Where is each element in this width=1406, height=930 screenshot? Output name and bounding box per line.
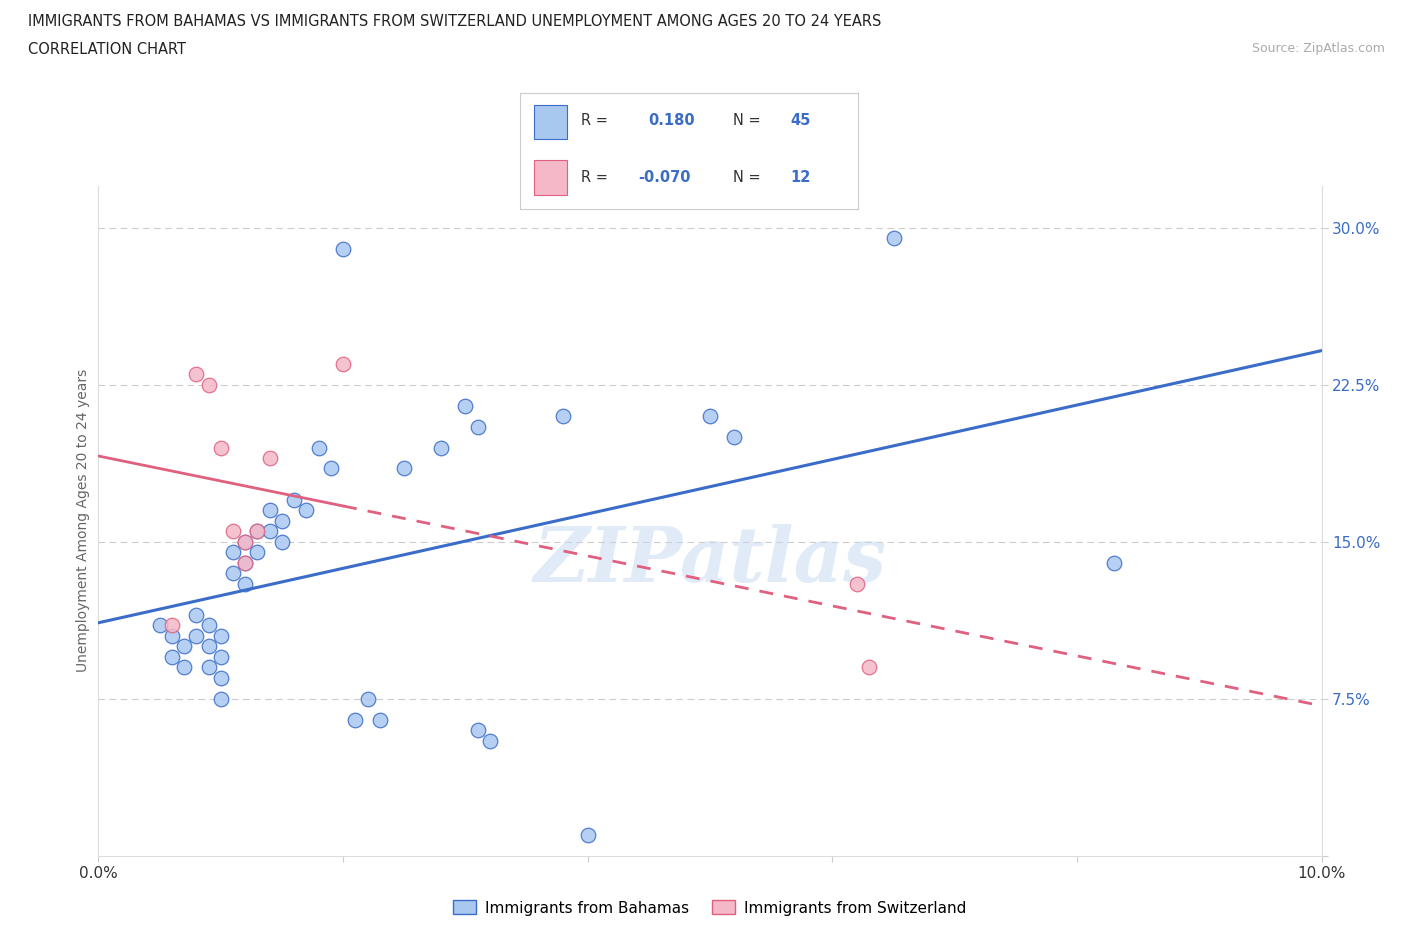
Point [233, 577, 256, 591]
Point [259, 503, 281, 518]
Point [478, 733, 501, 748]
Text: 12: 12 [790, 170, 810, 185]
Point [356, 691, 378, 706]
Point [233, 535, 256, 550]
Point [186, 607, 208, 622]
Point [723, 430, 745, 445]
Point [209, 691, 232, 706]
Point [368, 712, 391, 727]
Bar [534, 160, 568, 195]
Point [430, 440, 453, 455]
Text: -0.070: -0.070 [638, 170, 690, 185]
Point [699, 409, 721, 424]
Text: Source: ZipAtlas.com: Source: ZipAtlas.com [1251, 42, 1385, 55]
Point [259, 524, 281, 538]
Point [209, 629, 232, 644]
Point [332, 242, 354, 257]
Point [858, 660, 880, 675]
Point [197, 378, 219, 392]
Point [1102, 555, 1125, 570]
Point [246, 545, 269, 560]
Point [246, 524, 269, 538]
Point [467, 723, 489, 737]
Point [553, 409, 575, 424]
Text: ZIPatlas: ZIPatlas [533, 524, 887, 598]
Point [319, 461, 342, 476]
Point [308, 440, 330, 455]
Point [209, 671, 232, 685]
Point [149, 618, 172, 633]
Point [259, 451, 281, 466]
Text: 0.180: 0.180 [648, 113, 695, 128]
Point [332, 356, 354, 371]
Point [173, 639, 195, 654]
Point [233, 555, 256, 570]
Point [160, 649, 183, 664]
Text: N =: N = [733, 170, 761, 185]
Point [222, 524, 245, 538]
Legend: Immigrants from Bahamas, Immigrants from Switzerland: Immigrants from Bahamas, Immigrants from… [447, 895, 973, 922]
Text: IMMIGRANTS FROM BAHAMAS VS IMMIGRANTS FROM SWITZERLAND UNEMPLOYMENT AMONG AGES 2: IMMIGRANTS FROM BAHAMAS VS IMMIGRANTS FR… [28, 14, 882, 29]
Point [454, 398, 477, 413]
Point [233, 535, 256, 550]
Point [295, 503, 318, 518]
Point [173, 660, 195, 675]
Point [270, 513, 292, 528]
Point [197, 639, 219, 654]
Text: R =: R = [581, 170, 607, 185]
Point [467, 419, 489, 434]
Point [160, 629, 183, 644]
Point [222, 545, 245, 560]
Point [576, 828, 599, 843]
Point [222, 565, 245, 580]
Point [160, 618, 183, 633]
Text: CORRELATION CHART: CORRELATION CHART [28, 42, 186, 57]
Point [845, 577, 868, 591]
Point [344, 712, 367, 727]
Point [270, 535, 292, 550]
Text: R =: R = [581, 113, 607, 128]
Text: N =: N = [733, 113, 761, 128]
Point [246, 524, 269, 538]
Point [197, 660, 219, 675]
Text: 45: 45 [790, 113, 810, 128]
Point [392, 461, 416, 476]
Point [883, 231, 905, 246]
Point [197, 618, 219, 633]
Point [186, 629, 208, 644]
Bar [534, 105, 568, 140]
Point [233, 555, 256, 570]
Y-axis label: Unemployment Among Ages 20 to 24 years: Unemployment Among Ages 20 to 24 years [76, 369, 90, 672]
Point [283, 493, 305, 508]
Point [186, 367, 208, 382]
Point [209, 649, 232, 664]
Point [209, 440, 232, 455]
